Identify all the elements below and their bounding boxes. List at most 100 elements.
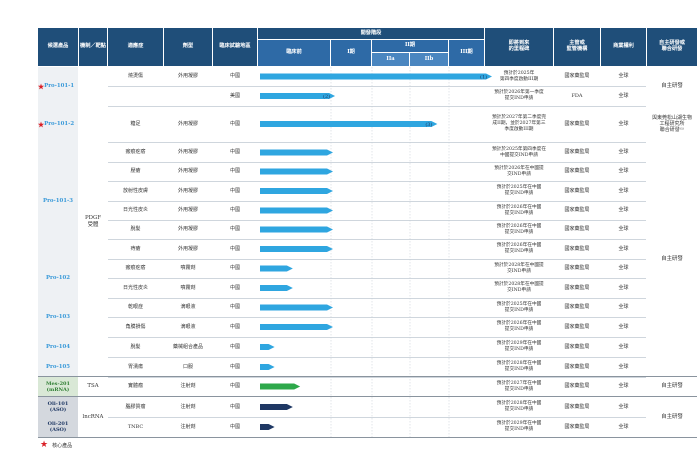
stage-bar-3 (260, 149, 333, 156)
product-pro-101-2: ★ Pro-101-2 (37, 119, 75, 129)
header-dosage: 劑型 (164, 28, 212, 66)
row-milestone: 預計於2029年在中國 提交IND申請 (496, 421, 542, 432)
row-regulator: 國家藥監局 (564, 120, 590, 127)
header-indication: 適應症 (108, 28, 163, 66)
header-phase2a: IIa (372, 53, 409, 66)
header-phase3: III期 (449, 40, 484, 66)
row-dosage: 注射劑 (180, 383, 196, 390)
header-preclinical: 臨床前 (258, 40, 330, 66)
row-indication: 放射性皮膚 (122, 187, 148, 194)
row-milestone: 預計於2026年在中國 提交IND申請 (496, 204, 542, 216)
stage-bar-13 (260, 344, 275, 350)
product-pro-103: Pro-103 (46, 314, 70, 320)
row-milestone: 預計於2026年在中國提 交IND申請 (494, 165, 544, 177)
row-indication: 痔瘡 (130, 245, 141, 252)
row-milestone: 預計於2025年在中國 提交IND申請 (496, 185, 542, 196)
product-mes-201: Mes-201 (mRNA) (45, 380, 71, 393)
row-regulator: 國家藥監局 (564, 383, 590, 390)
header-phase1: I期 (331, 40, 371, 66)
row-site: 中國 (229, 207, 240, 214)
mechanism-tsa: TSA (87, 383, 99, 390)
row-dosage: 藥械組合產品 (172, 343, 203, 350)
stage-bar-footnote: (2) (323, 93, 330, 100)
header-product: 候選產品 (38, 28, 78, 66)
stage-bar-12 (260, 324, 333, 330)
row-dosage: 注射劑 (180, 423, 196, 430)
row-rights: 全球 (618, 245, 629, 252)
row-rights: 全球 (618, 187, 629, 194)
core-star-icon: ★ (40, 440, 49, 451)
product-pro-102: Pro-102 (46, 275, 70, 281)
header-partner: 自主研發或 聯合研發 (647, 28, 697, 66)
stage-bar-17 (260, 424, 275, 430)
row-regulator: 國家藥監局 (564, 423, 590, 430)
stage-bar-5 (260, 188, 333, 194)
row-rights: 全球 (618, 149, 629, 156)
row-divider (108, 377, 646, 378)
row-rights: 全球 (618, 265, 629, 272)
row-indication: 日光性皮炎 (122, 207, 148, 214)
row-regulator: 國家藥監局 (564, 245, 590, 252)
row-site: 中國 (229, 265, 240, 272)
partner-oli: 自主研發 (661, 413, 683, 420)
stage-bar-6 (260, 207, 333, 214)
row-milestone: 預計於2028年在中國 提交IND申請 (496, 361, 542, 372)
product-oli-101: Oli-101 (ASO) (47, 401, 69, 413)
row-regulator: 國家藥監局 (564, 284, 590, 291)
row-dosage: 外用凝膠 (177, 187, 198, 194)
row-rights: 全球 (618, 92, 629, 99)
row-site: 中國 (229, 284, 240, 291)
product-bg-oli (38, 397, 78, 437)
row-indication: 日光性皮炎 (122, 284, 148, 291)
mechanism-pdgf: PDGF 受體 (85, 214, 101, 228)
row-milestone: 預計於2026年第一季度 提交IND申請 (494, 90, 544, 101)
row-dosage: 噴霧劑 (180, 265, 196, 272)
row-rights: 全球 (618, 168, 629, 175)
product-pro-105: Pro-105 (46, 363, 70, 370)
row-site: 中國 (229, 226, 240, 233)
row-rights: 全球 (618, 226, 629, 233)
row-site: 中國 (229, 149, 240, 156)
row-dosage: 外用凝膠 (177, 226, 198, 233)
product-pro-101-3: Pro-101-3 (43, 197, 73, 204)
row-site: 中國 (229, 423, 240, 430)
row-regulator: 國家藥監局 (564, 226, 590, 233)
row-regulator: 國家藥監局 (564, 168, 590, 175)
row-dosage: 外用凝膠 (177, 73, 198, 80)
row-site: 中國 (229, 383, 240, 390)
row-dosage: 外用凝膠 (177, 168, 198, 175)
row-dosage: 注射劑 (180, 403, 196, 410)
header-regulator: 主管或 監管機構 (554, 28, 600, 66)
header-rights: 商業權利 (601, 28, 646, 66)
separator-line (38, 437, 697, 438)
row-divider (108, 239, 646, 240)
row-rights: 全球 (618, 73, 629, 80)
row-milestone: 預計於2028年在中國提 交IND申請 (494, 282, 544, 293)
stage-bar-0 (260, 73, 492, 80)
row-milestone: 預計於2025年在中國 提交IND申請 (496, 301, 542, 313)
row-milestone: 預計於2028年在中國提 交IND申請 (494, 262, 544, 274)
row-indication: 實體瘤 (127, 383, 143, 390)
row-site: 中國 (229, 73, 240, 80)
row-divider (108, 317, 646, 318)
stage-bar-8 (260, 246, 333, 252)
row-divider (108, 417, 646, 418)
row-divider (108, 162, 646, 163)
row-indication: 脫髮 (130, 343, 141, 350)
row-milestone: 預計於2026年在中國 提交IND申請 (496, 223, 542, 235)
core-star-icon: ★ (37, 81, 45, 91)
row-indication: 瘢痕疙瘩 (125, 149, 146, 156)
partner-pdgf-rest: 自主研發 (661, 256, 683, 263)
row-milestone: 預計於2025年 第四季度啟動III期 (499, 70, 539, 82)
row-indication: 乾眼症 (127, 304, 143, 311)
header-site: 臨床試驗地區 (213, 28, 257, 66)
row-regulator: 國家藥監局 (564, 73, 590, 80)
row-dosage: 外用凝膠 (177, 149, 198, 156)
row-rights: 全球 (618, 363, 629, 370)
partner-pro-101-2: 與東莞松山湖生物 工程研究所 聯合研發⁽¹⁾ (651, 114, 692, 134)
row-site: 中國 (229, 120, 240, 127)
row-regulator: 國家藥監局 (564, 323, 590, 330)
row-divider (108, 259, 646, 260)
row-site: 中國 (229, 304, 240, 311)
row-indication: 角膜損傷 (125, 323, 146, 330)
